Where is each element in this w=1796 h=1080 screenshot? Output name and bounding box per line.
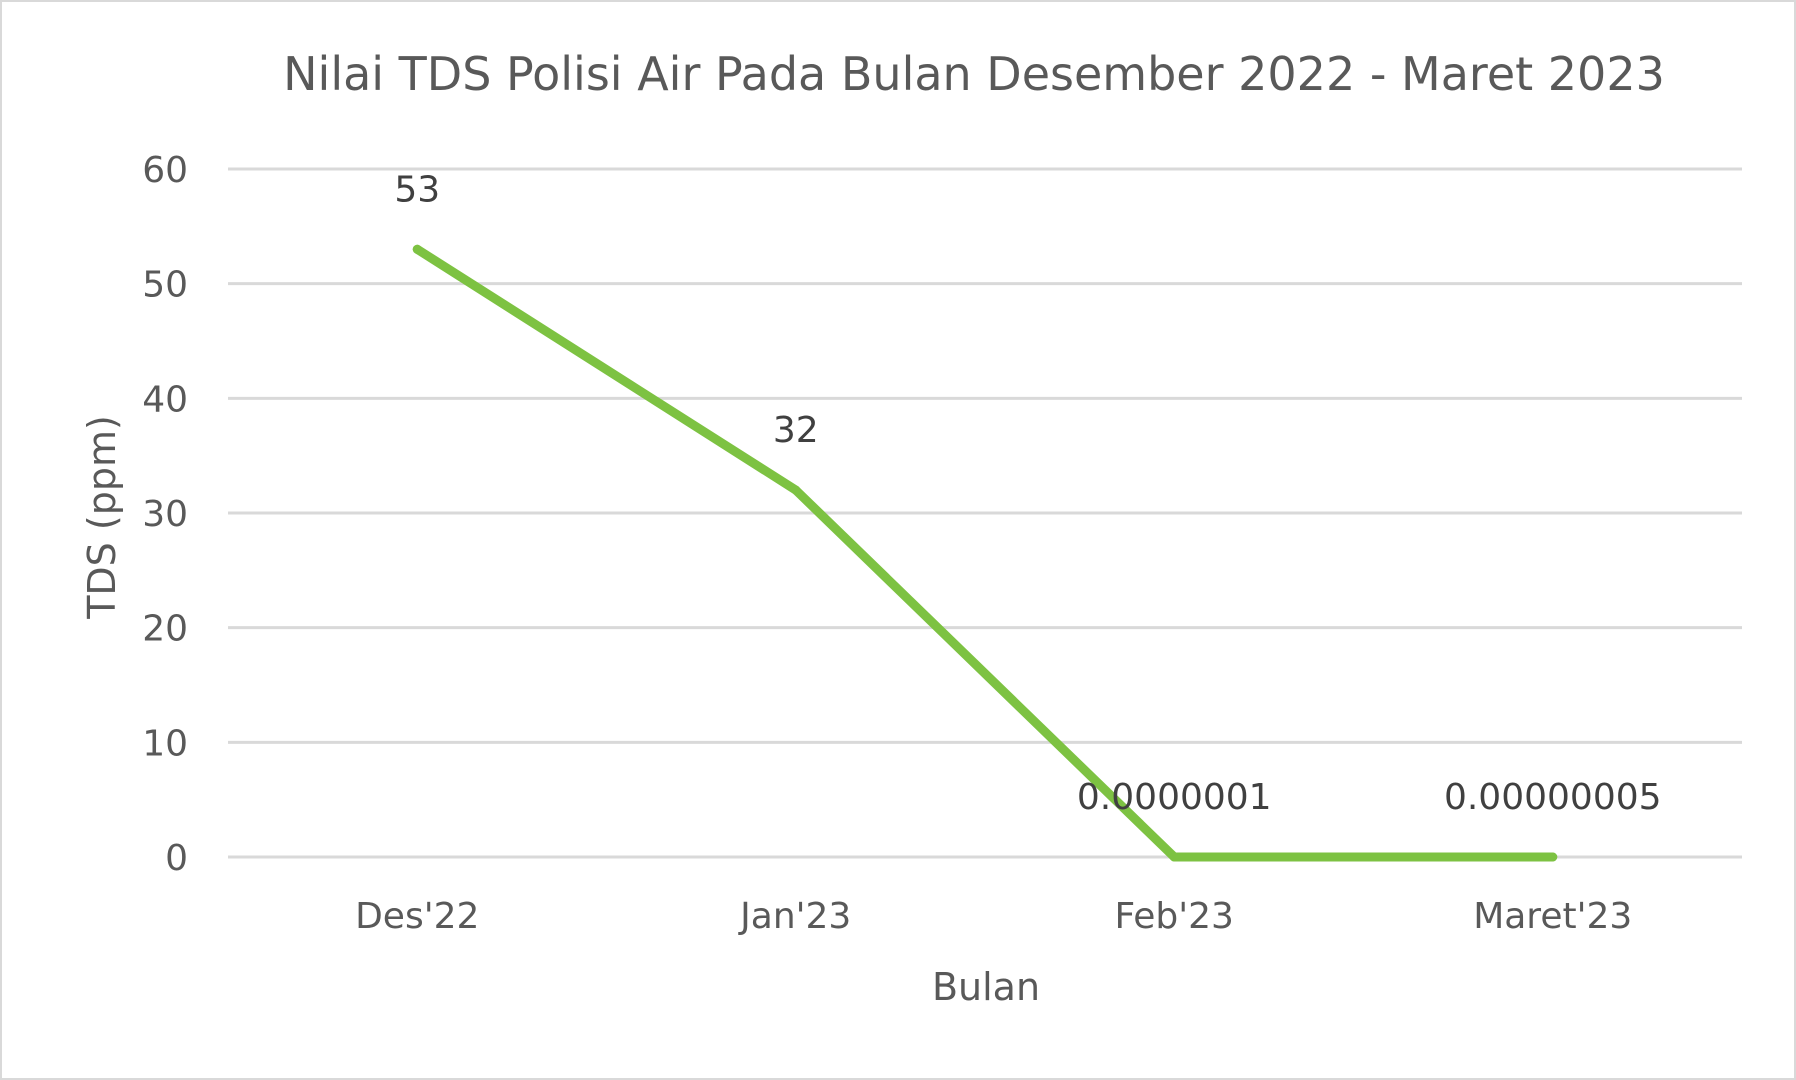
x-tick-label: Jan'23 [738, 896, 851, 937]
y-tick-label: 20 [142, 609, 188, 650]
data-point [1169, 852, 1179, 862]
series-line [412, 244, 1558, 862]
grid-lines [228, 167, 1742, 859]
x-tick-label: Maret'23 [1473, 896, 1632, 937]
y-tick-label: 30 [142, 494, 188, 535]
series-line-group [412, 244, 1558, 862]
y-tick-label: 40 [142, 379, 188, 420]
y-tick-label: 0 [165, 838, 188, 879]
data-label: 0.00000005 [1444, 777, 1662, 818]
y-tick-label: 10 [142, 723, 188, 764]
x-axis-ticks: Des'22 Jan'23 Feb'23 Maret'23 [355, 896, 1632, 937]
x-axis-title: Bulan [932, 965, 1040, 1009]
y-axis-ticks: 0 10 20 30 40 50 60 [142, 150, 188, 879]
data-point [412, 244, 422, 254]
data-point [1548, 852, 1558, 862]
y-tick-label: 60 [142, 150, 188, 191]
chart-title: Nilai TDS Polisi Air Pada Bulan Desember… [283, 47, 1665, 101]
x-tick-label: Des'22 [355, 896, 479, 937]
data-point [791, 485, 801, 495]
data-label: 53 [394, 169, 440, 210]
x-tick-label: Feb'23 [1115, 896, 1234, 937]
data-label: 32 [773, 410, 819, 451]
y-tick-label: 50 [142, 265, 188, 306]
y-axis-title: TDS (ppm) [80, 415, 124, 620]
data-label: 0.0000001 [1077, 777, 1272, 818]
data-labels: 53 32 0.0000001 0.00000005 [394, 169, 1661, 818]
